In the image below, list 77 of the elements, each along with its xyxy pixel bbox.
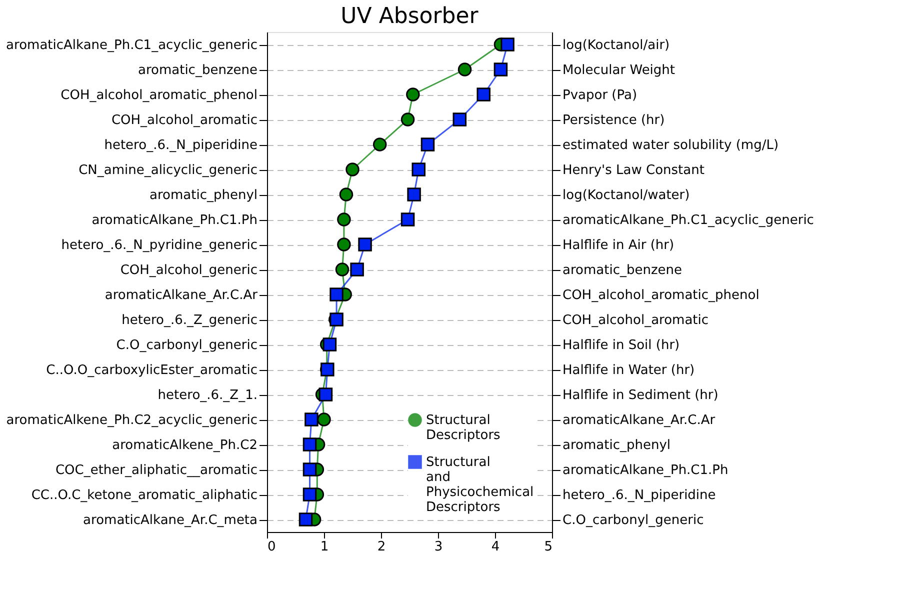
chart-title: UV Absorber xyxy=(340,4,480,29)
x-tick-label: 4 xyxy=(491,540,500,554)
y-tick-label: CN_amine_alicyclic_generic xyxy=(78,163,258,178)
x-tick-label: 0 xyxy=(268,540,276,554)
point xyxy=(337,238,351,252)
y-tick-label: hetero_.6._N_pyridine_generic xyxy=(61,238,258,253)
y-tick-label: aromaticAlkene_Ph.C2_acyclic_generic xyxy=(6,413,258,428)
point xyxy=(476,88,490,102)
y-tick-label: hetero_.6._Z_generic xyxy=(122,313,258,328)
point xyxy=(458,62,472,76)
point xyxy=(406,88,420,102)
y-tick-label: aromatic_benzene xyxy=(138,63,258,78)
y2-tick-label: Pvapor (Pa) xyxy=(562,88,638,103)
y2-tick-label: Halflife in Air (hr) xyxy=(562,238,674,253)
point xyxy=(412,162,426,176)
y2-tick-label: aromatic_phenyl xyxy=(562,438,670,453)
point xyxy=(420,138,435,152)
y2-tick-label: log(Koctanol/air) xyxy=(562,38,670,53)
y2-tick-label: COH_alcohol_aromatic xyxy=(562,313,709,328)
legend-label: Structural and Physicochemical Descriptors xyxy=(426,455,534,515)
point xyxy=(452,112,467,126)
y-tick-label: aromaticAlkane_Ph.C1_acyclic_generic xyxy=(6,38,258,53)
y2-tick-label: COH_alcohol_aromatic_phenol xyxy=(562,288,760,303)
y2-tick-label: Halflife in Water (hr) xyxy=(562,363,695,378)
x-tick-label: 3 xyxy=(434,540,443,554)
y2-tick-label: aromatic_benzene xyxy=(562,263,682,278)
point xyxy=(302,462,317,476)
y-tick-label: aromatic_phenyl xyxy=(150,188,258,203)
y-tick-label: aromaticAlkane_Ph.C1.Ph xyxy=(92,213,258,228)
y-tick-label: COH_alcohol_aromatic xyxy=(111,113,258,128)
point xyxy=(298,512,313,526)
point xyxy=(304,412,318,426)
x-tick-label: 1 xyxy=(320,540,329,554)
y-tick-label: CC..O.C_ketone_aromatic_aliphatic xyxy=(31,488,258,503)
x-tick-label: 2 xyxy=(377,540,386,554)
point xyxy=(500,38,514,52)
y2-tick-label: log(Koctanol/water) xyxy=(562,188,690,203)
y-tick-label: COH_alcohol_generic xyxy=(120,263,258,278)
point xyxy=(358,238,372,252)
y-tick-label: COC_ether_aliphatic__aromatic xyxy=(55,463,258,478)
point xyxy=(317,412,331,426)
y2-tick-label: aromaticAlkane_Ph.C1_acyclic_generic xyxy=(562,213,814,228)
point xyxy=(302,438,317,452)
y2-tick-label: Halflife in Soil (hr) xyxy=(562,338,680,353)
y-tick-label: hetero_.6._Z_1. xyxy=(158,388,258,403)
y2-tick-label: Halflife in Sediment (hr) xyxy=(562,388,718,403)
y2-tick-label: aromaticAlkane_Ar.C.Ar xyxy=(562,413,716,428)
y2-tick-label: aromaticAlkane_Ph.C1.Ph xyxy=(562,463,728,478)
point xyxy=(400,112,415,126)
y-tick-label: COH_alcohol_aromatic_phenol xyxy=(60,88,258,103)
point xyxy=(302,488,317,502)
point xyxy=(335,262,350,276)
legend-label: Structural Descriptors xyxy=(426,413,501,443)
y2-tick-label: hetero_.6._N_piperidine xyxy=(562,488,716,503)
y2-tick-label: C.O_carbonyl_generic xyxy=(562,513,704,528)
y-tick-label: aromaticAlkane_Ar.C_meta xyxy=(83,513,258,528)
point xyxy=(350,262,364,276)
y2-tick-label: Persistence (hr) xyxy=(562,113,665,128)
y-tick-label: C..O.O_carboxylicEster_aromatic xyxy=(46,363,258,378)
y2-tick-label: Henry's Law Constant xyxy=(562,163,704,178)
y-tick-label: hetero_.6._N_piperidine xyxy=(104,138,258,153)
y2-tick-label: estimated water solubility (mg/L) xyxy=(562,138,779,153)
y-tick-label: C.O_carbonyl_generic xyxy=(116,338,258,353)
point xyxy=(346,162,360,176)
point xyxy=(494,62,508,76)
y-tick-label: aromaticAlkane_Ar.C.Ar xyxy=(104,288,258,303)
point xyxy=(318,388,333,402)
point xyxy=(407,188,421,202)
point xyxy=(372,138,387,152)
y-tick-label: aromaticAlkene_Ph.C2 xyxy=(112,438,258,453)
point xyxy=(322,338,337,352)
point xyxy=(337,212,351,226)
y2-tick-label: Molecular Weight xyxy=(562,63,676,78)
point xyxy=(400,212,415,226)
point xyxy=(330,288,344,302)
point xyxy=(339,188,354,202)
x-tick-label: 5 xyxy=(544,540,552,554)
